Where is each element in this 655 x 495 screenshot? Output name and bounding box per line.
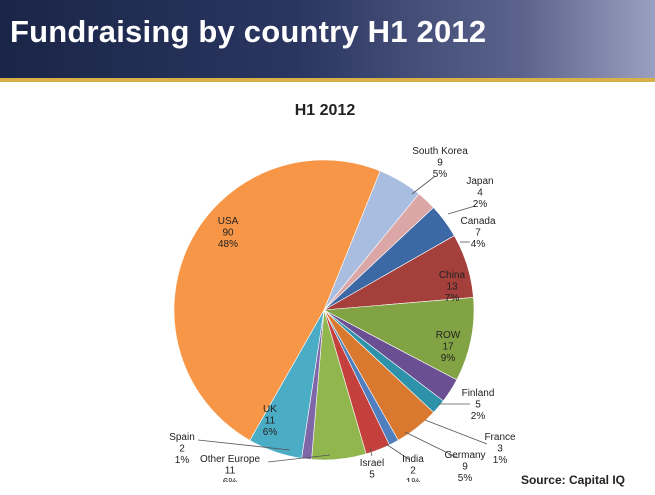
- slice-label-canada-line-1: 7: [475, 228, 481, 239]
- slice-label-usa-line-2: 48%: [218, 239, 238, 250]
- slice-label-row-line-1: 17: [442, 342, 454, 353]
- slice-label-spain-line-2: 1%: [175, 455, 190, 466]
- slice-label-germany-line-2: 5%: [458, 473, 473, 482]
- source-note: Source: Capital IQ: [520, 473, 625, 487]
- slice-label-india-line-1: 2: [410, 466, 416, 477]
- slice-label-france-line-1: 3: [497, 444, 503, 455]
- slice-label-france: France 3 1%: [484, 432, 516, 466]
- leader-lines: [197, 176, 488, 463]
- slice-label-usa: USA 90 48%: [218, 216, 239, 250]
- slice-label-uk: UK 11 6%: [263, 404, 278, 438]
- slice-labels: South Korea 9 5%Japan 4 2%Canada 7 4%China 13 7%…: [169, 146, 516, 482]
- slice-label-israel-line-0: Israel: [360, 458, 384, 469]
- slice-label-spain-line-1: 2: [179, 444, 185, 455]
- pie-slices: [173, 159, 475, 461]
- slice-label-france-line-0: France: [484, 432, 516, 443]
- slice-label-china-line-0: China: [439, 270, 466, 281]
- leader-line-other-europe: [267, 454, 331, 463]
- leader-line-india: [385, 443, 411, 461]
- slice-label-japan-line-2: 2%: [473, 199, 488, 210]
- slice-label-canada: Canada 7 4%: [460, 216, 495, 250]
- slice-label-other-europe-line-0: Other Europe: [200, 454, 260, 465]
- leader-line-germany: [404, 431, 459, 459]
- slice-label-other-europe-line-1: 11: [225, 466, 236, 477]
- slice-label-canada-line-0: Canada: [460, 216, 495, 227]
- slice-label-row-line-0: ROW: [436, 330, 461, 341]
- slice-label-other-europe: Other Europe116%: [200, 454, 260, 482]
- slice-label-india: India21%: [402, 454, 424, 482]
- slice-label-china: China 13 7%: [439, 270, 466, 304]
- slice-label-finland-line-0: Finland: [462, 388, 495, 399]
- slice-label-finland-line-1: 5: [475, 400, 481, 411]
- slice-label-finland-line-2: 2%: [471, 411, 486, 422]
- slice-label-germany: Germany 9 5%: [444, 450, 485, 482]
- leader-line-japan: [447, 205, 476, 215]
- header-band: [0, 0, 655, 78]
- slice-label-uk-line-1: 11: [265, 416, 276, 427]
- slice-label-israel: Israel53%: [360, 458, 384, 482]
- slice-label-germany-line-0: Germany: [444, 450, 485, 461]
- slice-label-usa-line-1: 90: [222, 228, 234, 239]
- slice-label-spain-line-0: Spain: [169, 432, 195, 443]
- page-title: Fundraising by country H1 2012: [10, 14, 487, 49]
- slice-label-japan-line-0: Japan: [466, 176, 493, 187]
- slice-label-south-korea-line-1: 9: [437, 158, 443, 169]
- slice-label-israel-line-1: 5: [369, 470, 375, 481]
- slice-label-india-line-0: India: [402, 454, 424, 465]
- leader-line-israel: [369, 447, 373, 457]
- slice-label-south-korea-line-2: 5%: [433, 169, 448, 180]
- slice-label-finland: Finland 5 2%: [462, 388, 495, 422]
- slice-label-south-korea: South Korea 9 5%: [412, 146, 468, 180]
- slice-label-japan: Japan 4 2%: [466, 176, 493, 210]
- pie-slice-row: [322, 297, 475, 381]
- header-divider: [0, 78, 655, 82]
- slice-label-japan-line-1: 4: [477, 188, 483, 199]
- leader-line-south-korea: [411, 176, 435, 195]
- slice-label-spain: Spain 2 1%: [169, 432, 195, 466]
- slice-label-uk-line-2: 6%: [263, 427, 278, 438]
- leader-line-spain: [197, 439, 291, 451]
- leader-line-france: [424, 419, 488, 445]
- slice-label-india-line-2: 1%: [406, 477, 421, 482]
- slice-label-row-line-2: 9%: [441, 353, 456, 364]
- slice-label-germany-line-1: 9: [462, 462, 468, 473]
- slice-label-france-line-2: 1%: [493, 455, 508, 466]
- slice-label-south-korea-line-0: South Korea: [412, 146, 468, 157]
- slice-label-israel-line-2: 3%: [365, 481, 380, 482]
- pie-chart: H1 2012 South Korea 9 5%Japan 4 2%Canada 7 4%C…: [169, 102, 516, 482]
- slice-label-row: ROW 17 9%: [436, 330, 461, 364]
- chart-title: H1 2012: [295, 102, 356, 119]
- slice-label-china-line-1: 13: [446, 282, 458, 293]
- slice-label-canada-line-2: 4%: [471, 239, 486, 250]
- slice-label-uk-line-0: UK: [263, 404, 277, 415]
- pie-slice-usa: [173, 159, 381, 441]
- slice-label-china-line-2: 7%: [445, 293, 460, 304]
- slice-label-usa-line-0: USA: [218, 216, 239, 227]
- slice-label-other-europe-line-2: 6%: [223, 477, 238, 482]
